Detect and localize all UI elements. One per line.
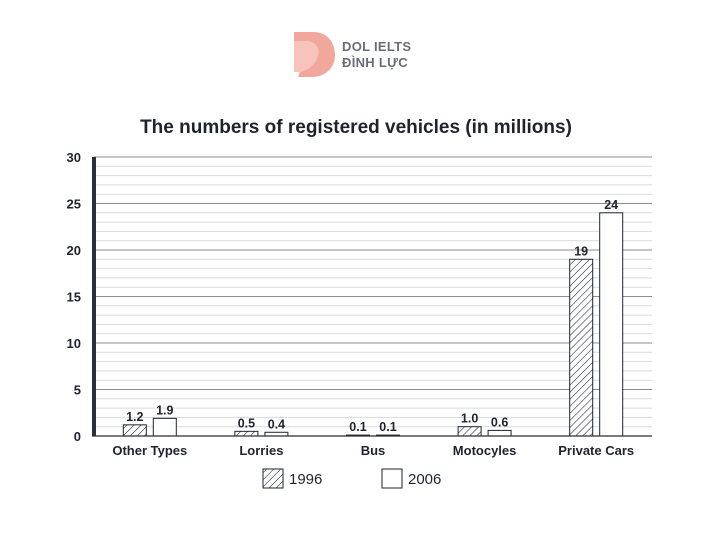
x-tick-label: Lorries [239, 443, 283, 458]
data-label: 19 [574, 244, 588, 258]
data-label: 1.9 [156, 403, 173, 417]
y-tick-label: 5 [74, 383, 81, 398]
bar-2006 [487, 429, 512, 437]
y-tick-label: 0 [74, 429, 81, 444]
legend-swatch-2006 [381, 468, 403, 489]
y-tick-label: 10 [67, 336, 81, 351]
bar-2006 [152, 417, 177, 437]
major-gridlines [94, 156, 652, 390]
x-tick-label: Private Cars [558, 443, 634, 458]
y-tick-label: 20 [67, 243, 81, 258]
data-label: 1.2 [126, 410, 143, 424]
legend-label-1996: 1996 [289, 471, 322, 488]
x-tick-label: Bus [361, 443, 386, 458]
data-label: 1.0 [461, 412, 478, 426]
logo-text-line1: DOL IELTS [342, 39, 411, 54]
minor-gridlines [94, 165, 652, 428]
x-axis-ticks: Other Types Lorries Bus Motocyles Private Ca… [112, 443, 634, 458]
legend-swatch-1996 [262, 468, 284, 489]
y-axis-ticks: 0 5 10 15 20 25 30 [67, 150, 81, 444]
x-tick-label: Other Types [112, 443, 187, 458]
legend-item-1996: 1996 [262, 468, 322, 489]
logo-icon [294, 32, 335, 77]
bar-1996 [457, 426, 482, 437]
bar-1996 [122, 424, 147, 437]
data-label: 0.4 [268, 417, 285, 431]
data-label: 0.1 [379, 420, 396, 434]
y-tick-label: 15 [67, 290, 81, 305]
data-label: 0.5 [238, 416, 255, 430]
y-tick-label: 30 [67, 150, 81, 165]
y-tick-label: 25 [67, 197, 81, 212]
x-tick-label: Motocyles [453, 443, 517, 458]
bar-1996 [234, 430, 259, 437]
legend-label-2006: 2006 [408, 471, 441, 488]
logo-text-line2: ĐÌNH LỰC [342, 55, 408, 70]
legend-item-2006: 2006 [381, 468, 441, 489]
data-label: 24 [604, 198, 618, 212]
chart-title: The numbers of registered vehicles (in m… [140, 117, 572, 138]
data-label: 0.6 [491, 415, 508, 429]
data-label: 0.1 [349, 420, 366, 434]
legend: 1996 2006 [262, 468, 441, 489]
data-labels-group: 1.2 1.9 0.5 0.4 0.1 0.1 1.0 0.6 19 24 [126, 198, 618, 434]
brand-logo: DOL IELTS ĐÌNH LỰC [294, 32, 411, 77]
bar-1996 [569, 258, 594, 437]
bar-2006 [599, 212, 624, 437]
